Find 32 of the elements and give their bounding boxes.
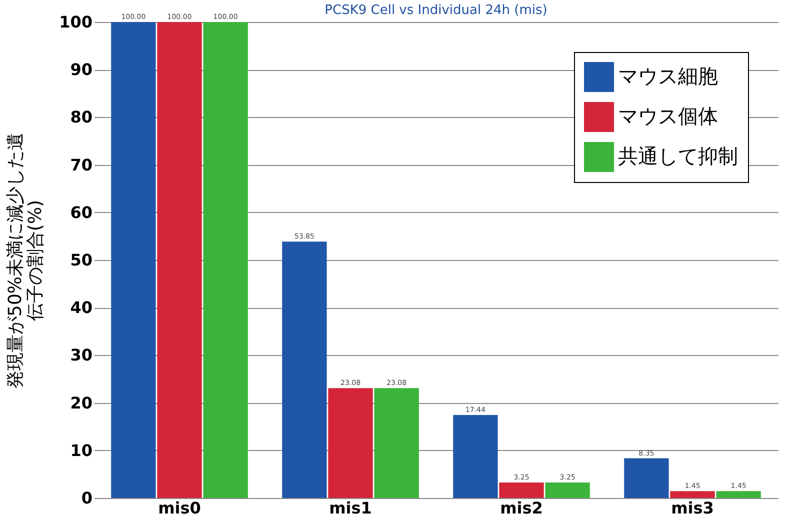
bar: [716, 491, 761, 498]
x-tick-label: mis0: [158, 498, 201, 518]
bar: [328, 388, 373, 498]
bar: [499, 482, 544, 498]
bar: [545, 482, 590, 498]
legend-label: 共通して抑制: [618, 144, 738, 168]
legend-label: マウス個体: [618, 104, 718, 128]
y-axis-title: 発現量が50%未満に減少した遺伝子の割合(%): [5, 132, 46, 389]
y-tick-label: 90: [70, 60, 92, 80]
x-tick-label: mis1: [329, 498, 372, 518]
bar: [111, 22, 156, 498]
y-tick-label: 70: [70, 155, 92, 174]
bar: [670, 491, 715, 498]
bar: [203, 22, 248, 498]
y-tick-label: 0: [81, 488, 92, 508]
bar: [374, 388, 419, 498]
y-tick-label: 20: [70, 393, 92, 412]
y-tick-label: 50: [70, 250, 92, 270]
chart-title: PCSK9 Cell vs Individual 24h (mis): [324, 3, 548, 18]
y-tick-label: 100: [59, 12, 92, 32]
bar: [282, 242, 327, 498]
y-tick-label: 80: [70, 108, 92, 127]
bar: [157, 22, 202, 498]
y-tick-label: 30: [70, 346, 92, 365]
y-tick-label: 60: [70, 202, 92, 222]
x-tick-label: mis3: [671, 498, 714, 518]
x-tick-label: mis2: [500, 498, 543, 518]
bar: [453, 414, 498, 498]
y-tick-label: 10: [70, 440, 92, 460]
legend-label: マウス細胞: [618, 64, 718, 88]
bar: [624, 458, 669, 498]
y-tick-label: 40: [70, 298, 92, 318]
